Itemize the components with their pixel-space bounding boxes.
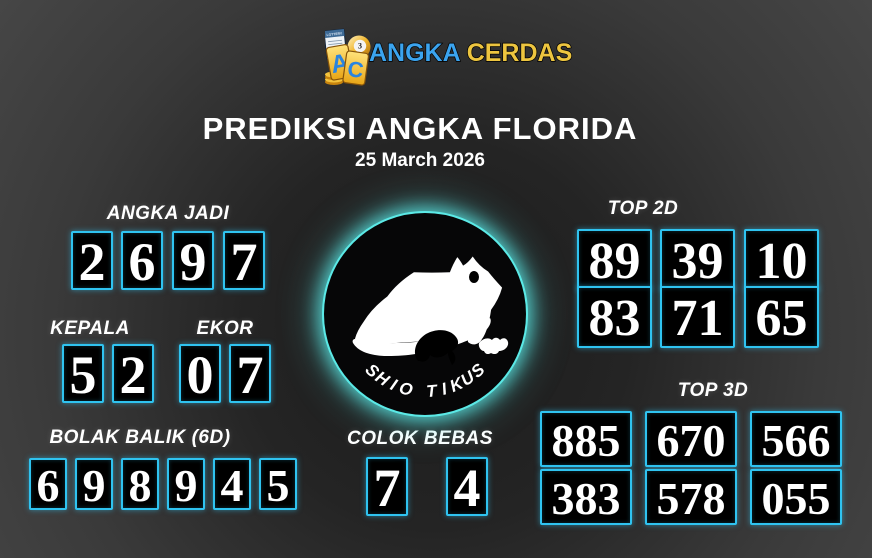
svg-text:O: O xyxy=(397,378,415,400)
svg-text:T: T xyxy=(425,381,439,401)
svg-text:3: 3 xyxy=(358,41,362,50)
